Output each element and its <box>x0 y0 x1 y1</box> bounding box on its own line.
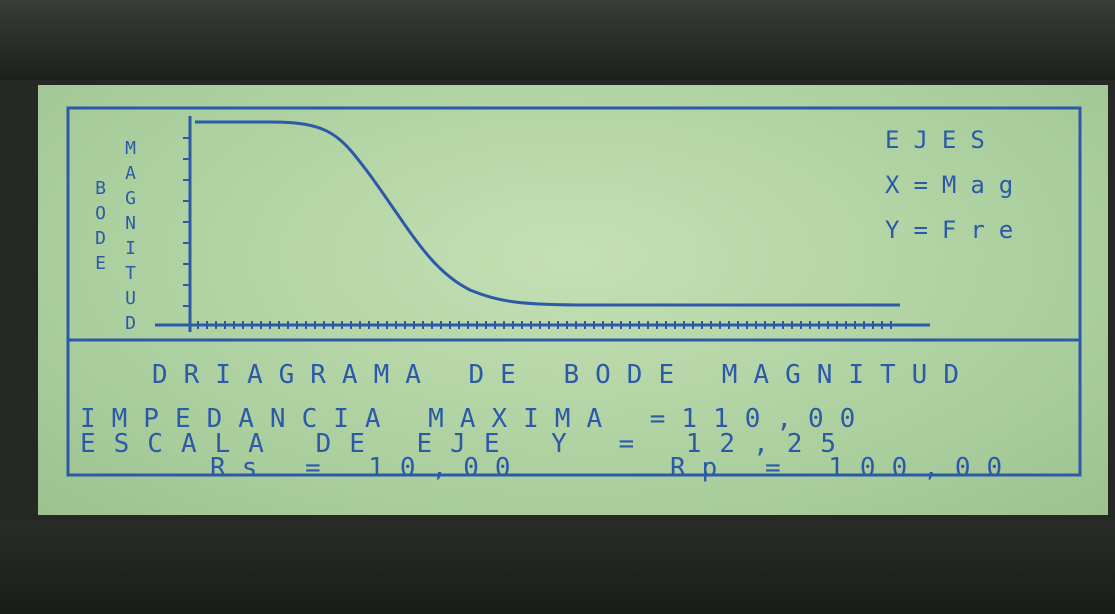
legend-line: X=Mag <box>885 172 1027 198</box>
screen: BODE MAGNITUD EJES X=Mag Y=Fre DRIAGRAMA… <box>0 0 1115 614</box>
lcd-graphics <box>0 0 1115 614</box>
param: Rp = 100,00 <box>670 455 1018 481</box>
vertical-label: BODE <box>90 178 110 278</box>
legend-title: EJES <box>885 127 999 153</box>
title: DRIAGRAMA DE BODE MAGNITUD <box>152 362 975 388</box>
vertical-label: MAGNITUD <box>120 138 140 338</box>
legend-line: Y=Fre <box>885 217 1027 243</box>
param: Rs = 10,00 <box>210 455 527 481</box>
bode-curve <box>195 122 900 305</box>
